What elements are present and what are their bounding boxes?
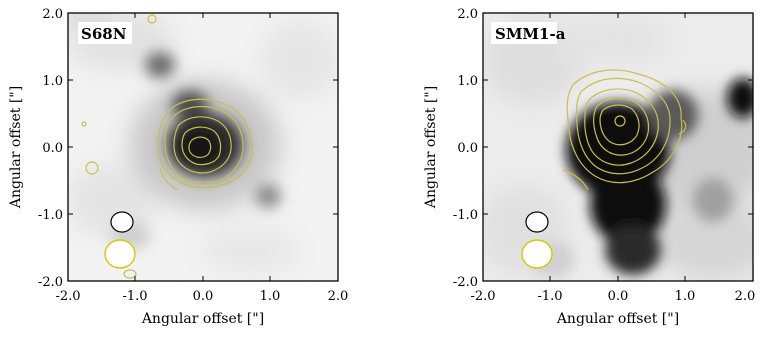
panel-s68n: S68N -2.0 -1.0 0.0 1.0 2.0 2.0 1.0 0.0 -… <box>0 0 383 333</box>
y-tick-labels: 2.0 1.0 0.0 -1.0 -2.0 <box>38 7 63 290</box>
grayscale-beam-ellipse <box>525 211 549 233</box>
x-tick-labels: -2.0 -1.0 0.0 1.0 2.0 <box>470 289 755 304</box>
beam-ellipses <box>104 211 136 269</box>
y-tick-label: -1.0 <box>38 208 63 223</box>
y-tick-label: -1.0 <box>453 208 478 223</box>
x-axis-label: Angular offset ["] <box>556 311 679 327</box>
x-tick-label: -1.0 <box>122 289 147 304</box>
y-tick-label: 0.0 <box>42 141 63 156</box>
y-tick-labels: 2.0 1.0 0.0 -1.0 -2.0 <box>453 7 478 290</box>
x-axis-label: Angular offset ["] <box>141 311 264 327</box>
panel-smm1a: SMM1-a -2.0 -1.0 0.0 1.0 2.0 2.0 1.0 0.0… <box>383 0 766 333</box>
contour-lines <box>81 14 253 279</box>
smm1a-image: SMM1-a -2.0 -1.0 0.0 1.0 2.0 2.0 1.0 0.0… <box>423 7 755 327</box>
y-tick-label: 1.0 <box>42 74 63 89</box>
y-tick-label: -2.0 <box>453 275 478 290</box>
contour-beam-ellipse <box>521 239 553 269</box>
contour-beam-ellipse <box>104 239 136 269</box>
grayscale-beam-ellipse <box>110 211 134 233</box>
contour-lines <box>562 69 687 191</box>
x-tick-label: 2.0 <box>735 289 756 304</box>
grayscale-map <box>483 13 753 281</box>
y-tick-label: 2.0 <box>457 7 478 22</box>
source-label: S68N <box>81 25 127 43</box>
y-tick-label: 1.0 <box>457 74 478 89</box>
x-tick-labels: -2.0 -1.0 0.0 1.0 2.0 <box>55 289 348 304</box>
grayscale-map <box>68 13 338 281</box>
x-tick-label: 0.0 <box>608 289 629 304</box>
tick-marks <box>483 13 753 281</box>
x-tick-label: 1.0 <box>260 289 281 304</box>
y-axis-label: Angular offset ["] <box>423 86 439 209</box>
y-tick-label: 0.0 <box>457 141 478 156</box>
y-tick-label: -2.0 <box>38 275 63 290</box>
x-tick-label: 1.0 <box>675 289 696 304</box>
source-label-box <box>78 22 132 44</box>
tick-marks <box>68 13 338 281</box>
y-axis-label: Angular offset ["] <box>8 86 24 209</box>
source-label: SMM1-a <box>495 25 566 43</box>
y-tick-label: 2.0 <box>42 7 63 22</box>
x-tick-label: -2.0 <box>55 289 80 304</box>
x-tick-label: -1.0 <box>537 289 562 304</box>
s68n-image: S68N -2.0 -1.0 0.0 1.0 2.0 2.0 1.0 0.0 -… <box>8 7 348 327</box>
source-label-box <box>491 22 557 44</box>
x-tick-label: 2.0 <box>328 289 349 304</box>
x-tick-label: -2.0 <box>470 289 495 304</box>
beam-ellipses <box>521 211 553 269</box>
x-tick-label: 0.0 <box>193 289 214 304</box>
